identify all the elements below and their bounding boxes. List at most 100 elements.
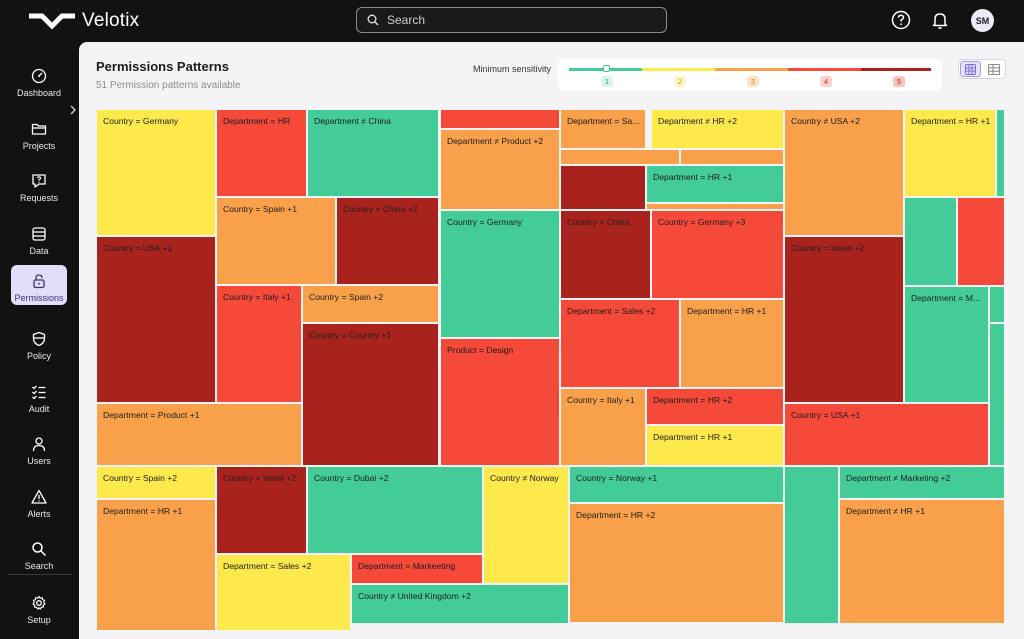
nav-item-data[interactable]: Data (11, 220, 67, 258)
pattern-tile[interactable]: Department ≠ HR +2 (651, 109, 784, 149)
pattern-tile[interactable]: Department = M... (904, 286, 989, 403)
nav-label: Dashboard (16, 88, 62, 98)
pattern-tile[interactable]: Country = Germany +3 (651, 210, 784, 299)
top-bar: Velotix SM (0, 0, 1024, 42)
search-box[interactable] (356, 7, 667, 33)
pattern-label: Department = HR +2 (653, 395, 733, 405)
pattern-tile[interactable]: Department = HR +1 (680, 299, 784, 388)
pattern-tile[interactable]: Country = Israel +2 (216, 466, 307, 554)
nav-item-dashboard[interactable]: Dashboard (11, 62, 67, 100)
sensitivity-segment-4 (788, 68, 861, 71)
nav-item-setup[interactable]: Setup (11, 589, 67, 627)
app-name: Velotix (82, 10, 140, 31)
sensitivity-level-5[interactable]: 5 (893, 76, 905, 87)
nav-item-permissions[interactable]: Permissions (11, 265, 67, 305)
pattern-tile[interactable]: Country = Israel +2 (784, 236, 904, 403)
nav-item-audit[interactable]: Audit (11, 378, 67, 416)
pattern-tile[interactable]: Country = Italy +1 (216, 285, 302, 403)
pattern-tile[interactable]: Country = Italy +1 (560, 388, 646, 466)
pattern-tile[interactable]: Department ≠ Product +2 (440, 129, 560, 210)
pattern-tile[interactable]: Country ≠ United Kingdom +2 (351, 584, 569, 624)
nav-item-search[interactable]: Search (11, 535, 67, 573)
pattern-tile[interactable] (784, 466, 839, 624)
pattern-tile[interactable]: Department = HR +2 (569, 503, 784, 623)
pattern-tile[interactable]: Department = Product +1 (96, 403, 302, 466)
pattern-tile[interactable] (440, 109, 560, 129)
nav-item-users[interactable]: Users (11, 430, 67, 468)
user-icon (32, 437, 46, 452)
pattern-tile[interactable]: Country = Dubai +2 (307, 466, 483, 554)
pattern-tile[interactable]: Country = Spain +2 (302, 285, 439, 323)
grid-view-icon (965, 63, 976, 75)
pattern-tile[interactable] (680, 149, 784, 165)
pattern-tile[interactable]: Country = USA +1 (96, 236, 216, 403)
pattern-label: Department = Sales +2 (567, 306, 656, 316)
grid-view-button[interactable] (960, 61, 981, 77)
nav-label: Requests (19, 193, 59, 203)
pattern-tile[interactable] (646, 203, 784, 210)
pattern-tile[interactable]: Country = Germany (440, 210, 560, 338)
sensitivity-level-1[interactable]: 1 (601, 76, 613, 87)
pattern-tile[interactable]: Country = Country +1 (302, 323, 439, 466)
pattern-tile[interactable]: Department = HR +1 (646, 165, 784, 203)
app-logo[interactable]: Velotix (28, 10, 139, 32)
pattern-label: Department = HR (223, 116, 291, 126)
pattern-label: Department = HR +1 (687, 306, 767, 316)
request-icon (32, 174, 46, 188)
chevron-right-icon[interactable] (69, 105, 77, 115)
pattern-tile[interactable]: Department = Markeeting (351, 554, 483, 584)
nav-item-policy[interactable]: Policy (11, 325, 67, 363)
pattern-tile[interactable]: Product = Design (440, 338, 560, 466)
sensitivity-slider[interactable]: 1 2 3 4 5 (558, 59, 942, 91)
pattern-label: Country = Dubai +2 (314, 473, 389, 483)
sensitivity-level-4[interactable]: 4 (820, 76, 832, 87)
nav-item-projects[interactable]: Projects (11, 115, 67, 153)
alert-triangle-icon (31, 489, 47, 504)
pattern-tile[interactable]: Country = China +2 (336, 197, 439, 285)
pattern-tile[interactable]: Department = HR +1 (96, 499, 216, 631)
pattern-tile[interactable]: Country ≠ USA +2 (784, 109, 904, 236)
pattern-tile[interactable]: Country = Spain +2 (96, 466, 216, 499)
sensitivity-slider-handle[interactable] (603, 65, 610, 72)
nav-label: Users (27, 456, 51, 466)
sidebar: Dashboard Projects Requests Data Permiss… (0, 42, 79, 639)
help-icon[interactable] (890, 9, 912, 31)
pattern-tile[interactable] (996, 109, 1005, 197)
list-view-button[interactable] (983, 61, 1004, 77)
notification-bell-icon[interactable] (929, 9, 951, 31)
pattern-tile[interactable]: Department = Sales +2 (560, 299, 680, 388)
pattern-tile[interactable] (989, 323, 1005, 466)
pattern-tile[interactable]: Country = Germany (96, 109, 216, 236)
nav-item-alerts[interactable]: Alerts (11, 483, 67, 521)
pattern-tile[interactable]: Country = USA +1 (784, 403, 989, 466)
nav-item-requests[interactable]: Requests (11, 167, 67, 205)
pattern-tile[interactable]: Department = Sales +2 (216, 554, 351, 631)
sensitivity-level-2[interactable]: 2 (674, 76, 686, 87)
pattern-tile[interactable]: Department = Sa... (560, 109, 646, 149)
sensitivity-label: Minimum sensitivity (473, 64, 552, 74)
pattern-tile[interactable]: Country = Spain +1 (216, 197, 336, 285)
gear-icon (32, 595, 46, 610)
pattern-tile[interactable] (560, 149, 680, 165)
pattern-tile[interactable]: Country = Norway +1 (569, 466, 784, 503)
pattern-tile[interactable]: Department = HR +1 (646, 425, 784, 466)
pattern-tile[interactable]: Country ≠ Norway (483, 466, 569, 584)
user-avatar[interactable]: SM (971, 9, 994, 32)
sensitivity-level-3[interactable]: 3 (747, 76, 759, 87)
pattern-tile[interactable] (560, 165, 646, 210)
pattern-label: Country = USA +1 (791, 410, 861, 420)
pattern-tile[interactable]: Department ≠ Marketing +2 (839, 466, 1005, 499)
pattern-tile[interactable]: Department = HR +1 (904, 109, 996, 197)
pattern-tile[interactable]: Country = China (560, 210, 651, 299)
pattern-tile[interactable] (989, 286, 1005, 323)
pattern-label: Country = Spain +1 (223, 204, 298, 214)
pattern-tile[interactable] (957, 197, 1005, 286)
pattern-tile[interactable]: Department = HR (216, 109, 307, 197)
search-input[interactable] (387, 13, 647, 27)
checklist-icon (32, 385, 46, 400)
pattern-tile[interactable]: Department ≠ China (307, 109, 439, 197)
pattern-tile[interactable] (904, 197, 957, 286)
pattern-tile[interactable]: Department ≠ HR +1 (839, 499, 1005, 624)
nav-label: Alerts (27, 509, 51, 519)
pattern-tile[interactable]: Department = HR +2 (646, 388, 784, 425)
